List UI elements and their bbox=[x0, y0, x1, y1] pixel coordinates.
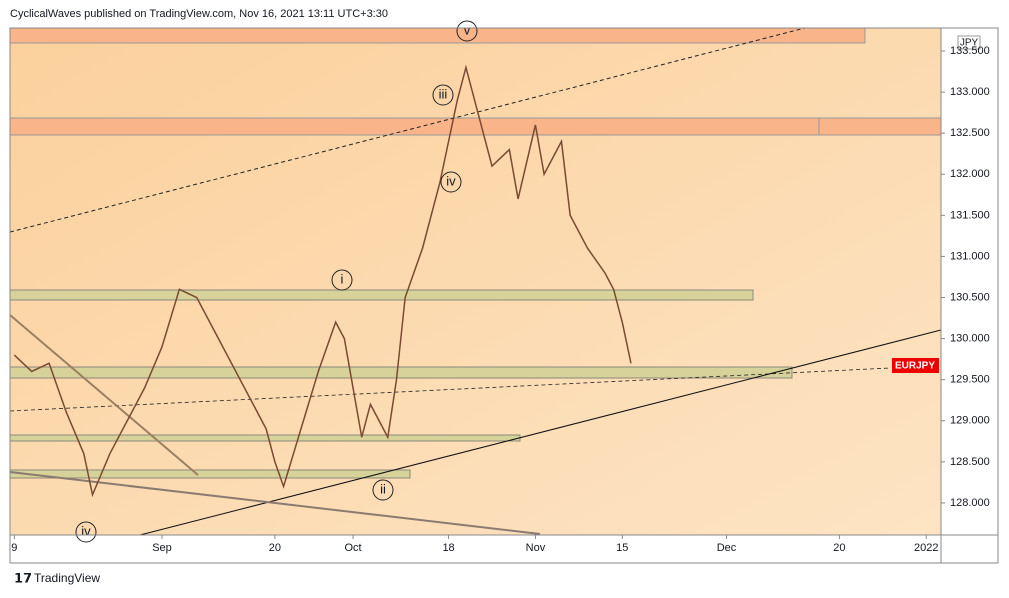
zone bbox=[9, 27, 866, 44]
currency-box bbox=[957, 35, 981, 50]
y-tick-label: 128.000 bbox=[950, 497, 990, 509]
x-tick-label: 18 bbox=[442, 542, 454, 554]
y-tick-label: 128.500 bbox=[950, 456, 990, 468]
wave-label: iv bbox=[446, 173, 456, 188]
trend-line bbox=[9, 314, 199, 476]
y-tick-label: 131.500 bbox=[950, 209, 990, 221]
symbol-label: EURJPY bbox=[895, 361, 935, 372]
x-tick-label: Oct bbox=[344, 542, 361, 554]
wave-circle bbox=[440, 171, 462, 193]
y-tick-label: 130.500 bbox=[950, 291, 990, 303]
wave-label: v bbox=[464, 22, 471, 37]
y-tick-label: 131.000 bbox=[950, 250, 990, 262]
wave-label: ii bbox=[380, 481, 386, 496]
wave-circle bbox=[432, 84, 454, 106]
trend-line bbox=[139, 329, 942, 536]
wave-circle bbox=[331, 269, 353, 291]
trend-line bbox=[9, 27, 806, 233]
header: CyclicalWaves published on TradingView.c… bbox=[10, 8, 388, 20]
y-tick-label: 129.000 bbox=[950, 415, 990, 427]
x-tick-label: Dec bbox=[717, 542, 737, 554]
x-tick-label: 9 bbox=[11, 542, 17, 554]
wave-circle bbox=[75, 521, 97, 543]
zone bbox=[9, 366, 793, 379]
y-tick-label: 130.000 bbox=[950, 333, 990, 345]
wave-label: iv bbox=[81, 523, 91, 538]
price-line bbox=[13, 64, 632, 498]
wave-circle bbox=[456, 20, 478, 42]
frame bbox=[9, 27, 999, 564]
plot-area bbox=[10, 28, 941, 535]
zone bbox=[9, 469, 411, 479]
x-tick-label: 2022 bbox=[914, 542, 938, 554]
y-tick-label: 129.500 bbox=[950, 374, 990, 386]
zone bbox=[9, 289, 754, 301]
x-tick-label: 20 bbox=[833, 542, 845, 554]
y-tick-label: 133.000 bbox=[950, 86, 990, 98]
x-tick-label: 20 bbox=[269, 542, 281, 554]
x-tick-label: Sep bbox=[152, 542, 172, 554]
y-tick-label: 132.000 bbox=[950, 168, 990, 180]
zone bbox=[9, 434, 521, 442]
wave-label: i bbox=[341, 271, 344, 286]
wave-label: iii bbox=[439, 86, 448, 101]
x-tick-label: Nov bbox=[526, 542, 546, 554]
symbol-tag bbox=[892, 358, 939, 373]
currency-label: JPY bbox=[960, 38, 979, 49]
zone bbox=[9, 117, 942, 136]
logo: 𝟭𝟳 bbox=[14, 570, 32, 585]
x-tick-label: 15 bbox=[616, 542, 628, 554]
y-tick-label: 132.500 bbox=[950, 127, 990, 139]
footer: TradingView bbox=[34, 571, 100, 585]
y-tick-label: 133.500 bbox=[950, 45, 990, 57]
wave-circle bbox=[372, 479, 394, 501]
